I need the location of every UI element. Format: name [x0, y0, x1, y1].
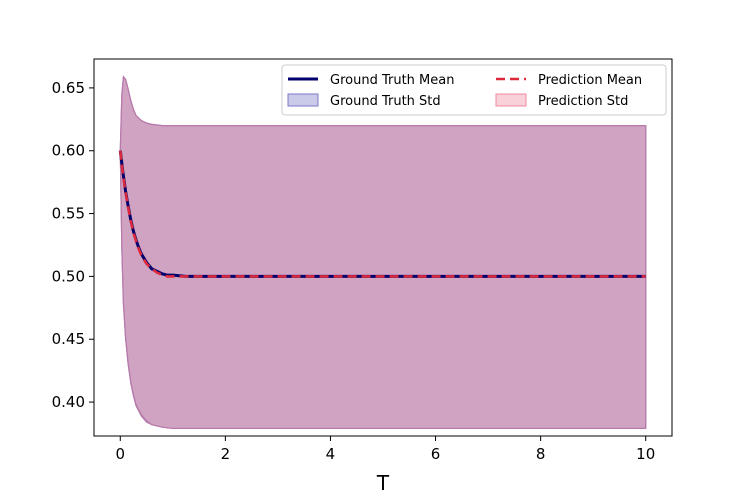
std-bands: [119, 75, 647, 430]
y-tick-label: 0.50: [52, 267, 85, 285]
legend-swatch-prediction-std: [495, 93, 527, 107]
y-tick-label: 0.40: [52, 393, 85, 411]
legend-label-prediction-mean: Prediction Mean: [538, 73, 642, 88]
x-tick-label: 8: [536, 445, 546, 463]
y-axis-ticks: 0.40 0.45 0.50 0.55 0.60 0.65: [52, 79, 94, 411]
x-axis-title: T: [376, 471, 390, 495]
series-line-prediction-mean: [118, 150, 646, 278]
legend-swatch-ground-truth-std: [287, 93, 319, 107]
y-tick-label: 0.55: [52, 205, 85, 223]
x-tick-label: 4: [326, 445, 336, 463]
legend-box: [281, 64, 667, 116]
legend-label-prediction-std: Prediction Std: [538, 94, 628, 109]
plot-frame: [93, 58, 673, 437]
legend-label-ground-truth-std: Ground Truth Std: [330, 94, 441, 109]
y-tick-label: 0.60: [52, 142, 85, 160]
legend: Ground Truth Mean Prediction Mean Ground T…: [281, 64, 667, 116]
x-tick-label: 6: [431, 445, 441, 463]
legend-label-ground-truth-mean: Ground Truth Mean: [330, 73, 454, 88]
x-tick-label: 2: [221, 445, 231, 463]
x-axis-ticks: 0 2 4 6 8 10: [115, 436, 655, 463]
band-prediction-std: [119, 76, 647, 430]
y-tick-label: 0.65: [52, 79, 85, 97]
y-tick-label: 0.45: [52, 330, 85, 348]
x-tick-label: 10: [636, 445, 655, 463]
x-tick-label: 0: [115, 445, 125, 463]
mean-lines: [118, 150, 646, 278]
